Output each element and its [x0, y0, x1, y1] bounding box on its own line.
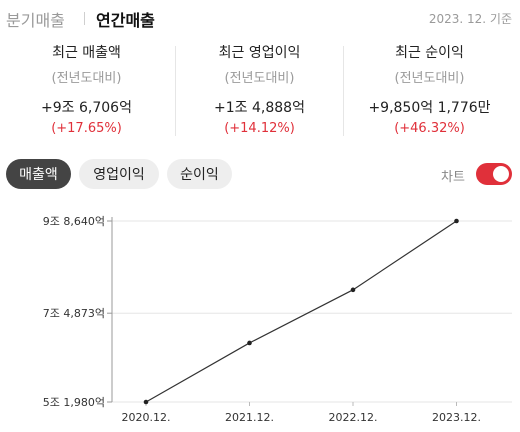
tab-divider — [84, 12, 85, 25]
chart-toggle-label: 차트 — [441, 170, 465, 185]
y-tick-label: 7조 4,873억 — [43, 307, 105, 320]
data-point[interactable] — [454, 218, 459, 224]
summary-net-profit: 최근 순이익 (전년도대비) +9,850억 1,776만 (+46.32%) — [343, 38, 516, 136]
summary-sublabel: (전년도대비) — [51, 71, 122, 86]
summary-sublabel: (전년도대비) — [224, 71, 295, 86]
filter-revenue-button[interactable]: 매출액 — [6, 159, 71, 189]
filter-net-profit-button[interactable]: 순이익 — [167, 159, 232, 189]
filter-operating-profit-button[interactable]: 영업이익 — [79, 159, 159, 189]
metric-filter-bar: 매출액 영업이익 순이익 차트 — [0, 157, 520, 193]
data-point[interactable] — [247, 340, 252, 346]
chart-toggle-switch[interactable] — [476, 163, 512, 185]
data-point[interactable] — [143, 399, 149, 405]
summary-operating-profit: 최근 영업이익 (전년도대비) +1조 4,888억 (+14.12%) — [173, 38, 346, 136]
toggle-knob — [493, 166, 509, 182]
tab-annual-revenue[interactable]: 연간매출 — [96, 11, 155, 30]
summary-value: +9,850억 1,776만 — [368, 100, 491, 116]
as-of-date: 2023. 12. 기준 — [428, 12, 512, 26]
x-tick-label: 2023.12. — [432, 411, 481, 424]
summary-label: 최근 영업이익 — [218, 45, 301, 61]
y-tick-label: 5조 1,980억 — [43, 396, 105, 409]
header-bar: 분기매출 연간매출 2023. 12. 기준 — [0, 0, 520, 36]
summary-value: +1조 4,888억 — [214, 100, 305, 116]
summary-value: +9조 6,706억 — [41, 100, 132, 116]
summary-panel: 최근 매출액 (전년도대비) +9조 6,706억 (+17.65%) 최근 영… — [0, 38, 520, 148]
summary-label: 최근 매출액 — [52, 45, 121, 61]
tab-quarterly-revenue[interactable]: 분기매출 — [6, 11, 65, 30]
summary-sublabel: (전년도대비) — [394, 71, 465, 86]
revenue-line-chart: 5조 1,980억 7조 4,873억 9조 8,640억 2020.12. 2021.… — [43, 215, 512, 424]
y-tick-label: 9조 8,640억 — [43, 215, 105, 228]
x-tick-label: 2020.12. — [122, 411, 171, 424]
summary-change: (+46.32%) — [394, 121, 465, 136]
column-divider — [175, 46, 176, 136]
data-point[interactable] — [350, 287, 356, 293]
x-tick-label: 2022.12. — [329, 411, 378, 424]
series-line — [145, 220, 457, 403]
summary-label: 최근 순이익 — [395, 45, 464, 61]
x-tick-label: 2021.12. — [225, 411, 274, 424]
summary-change: (+14.12%) — [224, 121, 295, 136]
column-divider — [343, 46, 344, 136]
summary-change: (+17.65%) — [51, 121, 122, 136]
summary-revenue: 최근 매출액 (전년도대비) +9조 6,706억 (+17.65%) — [0, 38, 173, 136]
